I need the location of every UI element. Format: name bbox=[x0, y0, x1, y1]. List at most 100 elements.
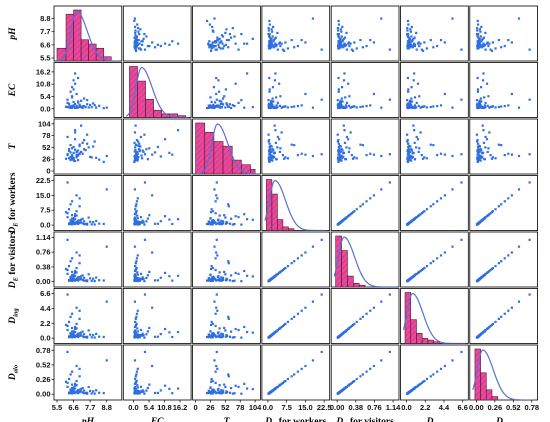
scatter-point bbox=[478, 43, 481, 46]
scatter-point bbox=[507, 38, 510, 42]
scatter-point bbox=[72, 387, 75, 390]
scatter-point bbox=[337, 42, 340, 45]
scatter-point bbox=[477, 278, 481, 281]
scatter-point bbox=[70, 332, 74, 336]
scatter-point bbox=[410, 148, 413, 151]
scatter-point bbox=[337, 160, 340, 164]
scatter-point bbox=[213, 359, 216, 362]
scatter-point bbox=[77, 335, 80, 339]
scatter-point bbox=[134, 48, 137, 51]
scatter-point bbox=[142, 37, 145, 40]
scatter-point bbox=[341, 106, 344, 109]
scatter-point bbox=[136, 197, 139, 200]
scatter-point bbox=[475, 140, 479, 143]
scatter-point bbox=[484, 101, 487, 104]
scatter-point bbox=[142, 221, 145, 224]
scatter-point bbox=[75, 210, 78, 213]
scatter-point bbox=[217, 391, 221, 395]
scatter-point bbox=[476, 46, 480, 49]
scatter-point bbox=[517, 154, 521, 158]
scatter-point bbox=[420, 268, 423, 272]
scatter-point bbox=[480, 156, 483, 159]
panel-content bbox=[406, 350, 463, 395]
scatter-point bbox=[213, 300, 216, 303]
scatter-point bbox=[136, 150, 139, 154]
scatter-point bbox=[503, 257, 506, 260]
scatter-point bbox=[134, 159, 137, 162]
scatter-point bbox=[353, 156, 356, 159]
scatter-point bbox=[92, 333, 95, 337]
scatter-point bbox=[510, 153, 513, 156]
scatter-point bbox=[153, 151, 157, 154]
scatter-point bbox=[268, 139, 271, 142]
y-tick-label: 0.0 bbox=[40, 104, 50, 113]
scatter-point bbox=[210, 278, 213, 281]
scatter-point bbox=[176, 274, 180, 277]
scatter-point bbox=[425, 377, 429, 381]
scatter-point bbox=[69, 373, 72, 376]
scatter-point bbox=[439, 197, 443, 200]
scatter-point bbox=[417, 271, 420, 274]
scatter-point bbox=[507, 104, 510, 107]
scatter-point bbox=[409, 43, 413, 46]
scatter-point bbox=[231, 27, 234, 30]
histogram-bar bbox=[485, 389, 493, 400]
scatter-point bbox=[221, 42, 224, 45]
scatter-point bbox=[267, 27, 270, 30]
scatter-point bbox=[439, 254, 443, 257]
scatter-point bbox=[86, 103, 89, 106]
scatter-point bbox=[413, 42, 416, 45]
scatter-point bbox=[90, 223, 93, 226]
scatter-point bbox=[78, 262, 81, 265]
scatter-point bbox=[342, 124, 345, 127]
scatter-point bbox=[217, 79, 220, 82]
scatter-point bbox=[320, 238, 323, 241]
y-tick-label: 15.0 bbox=[36, 191, 51, 200]
y-axis-label: Ding bbox=[8, 307, 20, 324]
scatter-point bbox=[413, 36, 416, 39]
panel-frame bbox=[122, 5, 192, 62]
scatter-point bbox=[102, 279, 105, 282]
scatter-point bbox=[271, 86, 275, 89]
scatter-point bbox=[284, 322, 287, 326]
scatter-point bbox=[436, 154, 439, 157]
scatter-point bbox=[476, 153, 479, 156]
scatter-point bbox=[372, 153, 376, 156]
scatter-point bbox=[77, 159, 80, 162]
scatter-point bbox=[78, 334, 81, 337]
scatter-point bbox=[153, 222, 157, 225]
scatter-point bbox=[486, 271, 489, 274]
scatter-point bbox=[75, 333, 78, 337]
scatter-point bbox=[133, 131, 137, 134]
scatter-point bbox=[270, 28, 273, 31]
scatter-point bbox=[66, 272, 69, 275]
scatter-point bbox=[98, 104, 101, 107]
scatter-point bbox=[510, 306, 513, 309]
scatter-point bbox=[221, 391, 224, 394]
scatter-point bbox=[75, 214, 78, 217]
scatter-point bbox=[337, 142, 340, 145]
scatter-point bbox=[361, 46, 364, 49]
panel-r6-c6 bbox=[469, 344, 538, 401]
scatter-point bbox=[488, 131, 491, 134]
scatter-point bbox=[77, 219, 80, 222]
scatter-point bbox=[217, 279, 221, 282]
panel-r4-c6 bbox=[469, 231, 538, 288]
scatter-point bbox=[227, 203, 230, 206]
panel-frame bbox=[261, 62, 331, 118]
scatter-point bbox=[171, 335, 174, 339]
scatter-point bbox=[423, 379, 426, 383]
scatter-point bbox=[490, 49, 494, 52]
panel-r1-c3 bbox=[261, 62, 331, 118]
scatter-point bbox=[81, 105, 84, 108]
scatter-point bbox=[412, 218, 415, 221]
panel-r4-c3 bbox=[261, 231, 331, 288]
scatter-point bbox=[143, 223, 146, 226]
scatter-point bbox=[78, 152, 81, 155]
scatter-point bbox=[341, 149, 344, 152]
scatter-point bbox=[78, 278, 81, 281]
scatter-point bbox=[70, 312, 74, 315]
scatter-point bbox=[436, 257, 439, 260]
scatter-point bbox=[365, 312, 368, 315]
scatter-point bbox=[345, 135, 349, 139]
